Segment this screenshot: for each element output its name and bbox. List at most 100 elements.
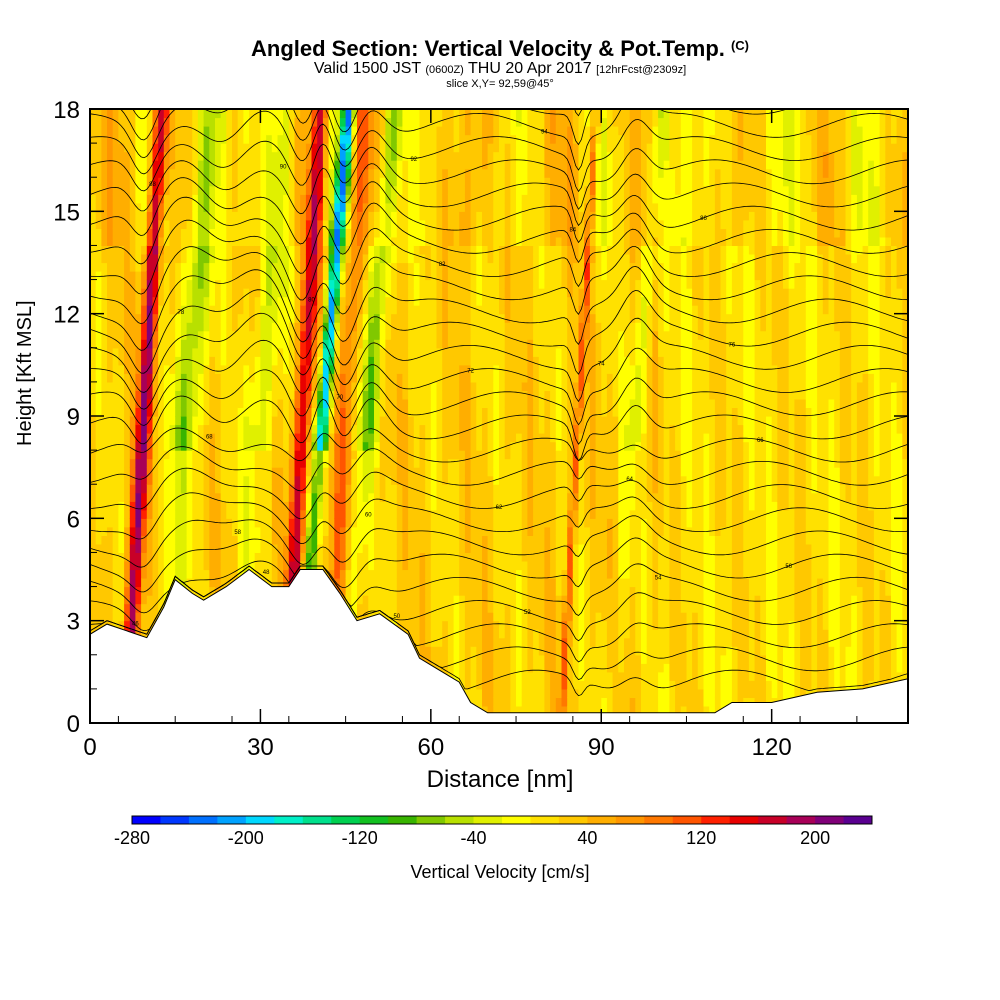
velocity-cell — [266, 356, 273, 366]
velocity-cell — [260, 296, 267, 306]
velocity-cell — [90, 526, 97, 536]
velocity-cell — [328, 160, 335, 170]
velocity-cell — [294, 185, 301, 195]
velocity-cell — [425, 509, 432, 519]
velocity-cell — [453, 416, 460, 426]
velocity-cell — [118, 151, 125, 161]
velocity-cell — [425, 535, 432, 545]
velocity-cell — [328, 271, 335, 281]
velocity-cell — [146, 126, 154, 136]
velocity-cell — [254, 236, 261, 246]
velocity-cell — [186, 467, 193, 477]
velocity-cell — [209, 339, 216, 349]
velocity-cell — [453, 202, 460, 212]
velocity-cell — [158, 535, 165, 545]
velocity-cell — [277, 526, 284, 536]
velocity-cell — [124, 501, 131, 511]
velocity-cell — [464, 228, 472, 238]
velocity-cell — [430, 381, 438, 391]
velocity-cell — [203, 279, 210, 289]
velocity-cell — [186, 194, 193, 204]
velocity-cell — [425, 185, 432, 195]
velocity-cell — [345, 373, 352, 383]
velocity-cell — [243, 228, 250, 238]
velocity-cell — [464, 424, 472, 434]
velocity-cell — [101, 501, 108, 511]
velocity-cell — [220, 450, 227, 460]
velocity-cell — [402, 484, 409, 494]
velocity-cell — [124, 194, 131, 204]
velocity-cell — [169, 245, 176, 255]
velocity-cell — [152, 356, 159, 366]
velocity-cell — [464, 595, 472, 605]
velocity-cell — [129, 381, 137, 391]
velocity-cell — [209, 109, 216, 119]
velocity-cell — [385, 552, 392, 562]
velocity-cell — [243, 296, 250, 306]
velocity-cell — [260, 151, 267, 161]
velocity-cell — [152, 305, 159, 315]
velocity-cell — [351, 254, 358, 264]
velocity-cell — [152, 143, 159, 153]
velocity-cell — [476, 612, 483, 622]
velocity-cell — [374, 143, 381, 153]
velocity-cell — [215, 492, 222, 502]
velocity-cell — [436, 416, 443, 426]
velocity-cell — [129, 612, 137, 622]
velocity-cell — [90, 458, 97, 468]
velocity-cell — [197, 381, 205, 391]
velocity-cell — [430, 117, 438, 127]
velocity-cell — [419, 612, 426, 622]
velocity-cell — [101, 160, 108, 170]
velocity-cell — [90, 245, 97, 255]
velocity-cell — [436, 612, 443, 622]
velocity-cell — [209, 143, 216, 153]
velocity-cell — [249, 433, 256, 443]
velocity-cell — [215, 398, 222, 408]
velocity-cell — [107, 151, 114, 161]
velocity-cell — [374, 194, 381, 204]
velocity-cell — [266, 151, 273, 161]
velocity-cell — [442, 526, 449, 536]
velocity-cell — [232, 526, 239, 536]
velocity-cell — [379, 202, 386, 212]
velocity-cell — [232, 177, 239, 187]
velocity-cell — [237, 339, 244, 349]
velocity-cell — [186, 322, 193, 332]
velocity-cell — [260, 373, 267, 383]
velocity-cell — [90, 228, 97, 238]
velocity-cell — [283, 134, 290, 144]
velocity-cell — [277, 109, 284, 119]
velocity-cell — [396, 219, 404, 229]
velocity-cell — [249, 330, 256, 340]
velocity-cell — [294, 271, 301, 281]
velocity-cell — [101, 492, 108, 502]
velocity-cell — [413, 458, 421, 468]
velocity-cell — [447, 450, 455, 460]
velocity-cell — [300, 484, 307, 494]
velocity-cell — [357, 143, 364, 153]
velocity-cell — [385, 202, 392, 212]
velocity-cell — [464, 271, 472, 281]
velocity-cell — [430, 194, 438, 204]
velocity-cell — [203, 219, 210, 229]
velocity-cell — [362, 484, 369, 494]
velocity-cell — [203, 236, 210, 246]
velocity-cell — [322, 484, 330, 494]
velocity-cell — [334, 407, 341, 417]
velocity-cell — [135, 151, 142, 161]
velocity-cell — [425, 603, 432, 613]
velocity-cell — [152, 134, 159, 144]
velocity-cell — [470, 458, 477, 468]
velocity-cell — [141, 339, 148, 349]
velocity-cell — [95, 228, 102, 238]
velocity-cell — [158, 245, 165, 255]
velocity-cell — [135, 416, 142, 426]
velocity-cell — [408, 339, 415, 349]
velocity-cell — [266, 160, 273, 170]
velocity-cell — [294, 390, 301, 400]
velocity-cell — [215, 185, 222, 195]
velocity-cell — [470, 561, 477, 571]
velocity-cell — [129, 578, 137, 588]
velocity-cell — [107, 603, 114, 613]
